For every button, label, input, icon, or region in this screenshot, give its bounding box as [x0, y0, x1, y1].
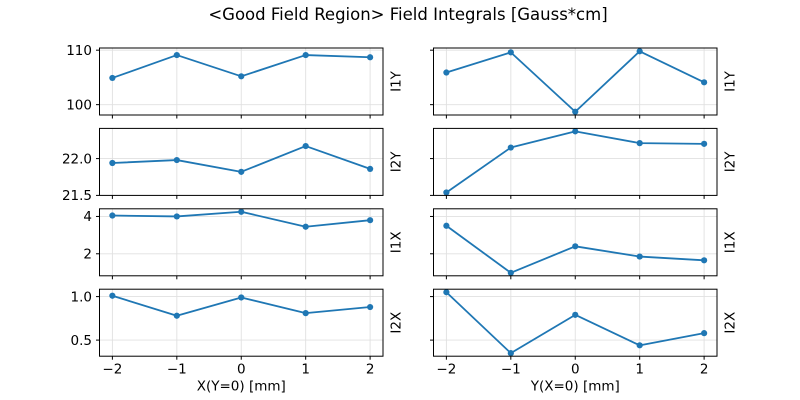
subplot-i1x-vs-x: 2 4 I1X	[83, 208, 405, 280]
data-point	[238, 168, 245, 175]
data-point	[109, 212, 116, 219]
x-tick-label: 0	[237, 362, 246, 378]
y-axis-label: I1X	[723, 231, 739, 253]
data-point	[109, 292, 116, 299]
data-point	[443, 222, 450, 229]
subplot-i2y-vs-x: 21.5 22.0 I2Y	[62, 127, 405, 204]
data-point	[636, 48, 643, 55]
data-point	[701, 257, 708, 264]
x-tick-label: 1	[635, 362, 644, 378]
y-axis-label: I2X	[723, 312, 739, 334]
data-point	[302, 310, 309, 317]
data-point	[173, 312, 180, 319]
y-tick-label: 100	[66, 97, 92, 113]
data-point	[572, 311, 579, 318]
subplot-i1y-vs-x: 100 110 I1Y	[66, 43, 405, 119]
data-point	[238, 294, 245, 301]
y-axis-label: I1Y	[723, 70, 739, 92]
data-point	[572, 108, 579, 115]
x-tick-label: 2	[366, 362, 375, 378]
data-point	[302, 142, 309, 150]
y-axis-label: I2X	[389, 312, 405, 334]
data-point	[701, 140, 708, 147]
x-tick-label: −2	[102, 362, 122, 378]
data-point	[572, 243, 579, 250]
data-point	[507, 144, 514, 151]
x-axis-label: Y(X=0) [mm]	[530, 379, 620, 395]
subplot-i2x-vs-y: −2 −1 0 1 2 Y(X=0) [mm] I2X	[430, 288, 739, 395]
figure-title: <Good Field Region> Field Integrals [Gau…	[208, 5, 608, 24]
data-point	[238, 73, 245, 80]
subplot-i1y-vs-y: I1Y	[430, 47, 739, 119]
data-point	[636, 342, 643, 349]
data-point	[173, 51, 180, 59]
data-point	[507, 350, 514, 357]
x-tick-label: 2	[700, 362, 709, 378]
data-point	[367, 165, 374, 172]
y-tick-label: 110	[66, 43, 92, 59]
data-point	[701, 79, 708, 86]
data-point	[443, 69, 450, 76]
y-tick-label: 2	[83, 246, 92, 262]
x-tick-label: −2	[436, 362, 456, 378]
data-point	[109, 159, 116, 167]
data-point	[636, 140, 643, 147]
data-point	[109, 74, 116, 82]
data-point	[173, 213, 180, 220]
y-tick-label: 4	[83, 209, 92, 225]
subplot-i2y-vs-y: I2Y	[430, 127, 739, 199]
y-tick-label: 1.0	[71, 289, 92, 305]
data-point	[507, 269, 514, 276]
data-point	[367, 54, 374, 61]
subplot-i2x-vs-x: 0.5 1.0 −2 −1 0 1 2 X(Y=0) [mm] I2X	[71, 288, 405, 395]
data-point	[367, 303, 374, 311]
x-axis-label: X(Y=0) [mm]	[197, 379, 286, 395]
data-point	[636, 253, 643, 260]
y-axis-label: I2Y	[723, 151, 739, 173]
data-point	[302, 223, 309, 230]
data-point	[238, 208, 245, 215]
y-tick-label: 0.5	[71, 333, 92, 349]
data-point	[173, 156, 180, 164]
subplot-i1x-vs-y: I1X	[430, 208, 739, 280]
data-point	[443, 289, 450, 296]
x-tick-label: 0	[571, 362, 580, 378]
data-point	[572, 128, 579, 135]
data-point	[367, 217, 374, 224]
data-point	[507, 49, 514, 56]
y-axis-label: I1X	[389, 231, 405, 253]
data-point	[302, 51, 309, 59]
data-point	[701, 330, 708, 337]
x-tick-label: 1	[301, 362, 310, 378]
y-tick-label: 21.5	[62, 188, 92, 204]
y-axis-label: I1Y	[389, 70, 405, 92]
y-axis-label: I2Y	[389, 151, 405, 173]
data-point	[443, 189, 450, 196]
x-tick-label: −1	[167, 362, 187, 378]
y-tick-label: 22.0	[62, 151, 92, 167]
x-tick-label: −1	[501, 362, 521, 378]
